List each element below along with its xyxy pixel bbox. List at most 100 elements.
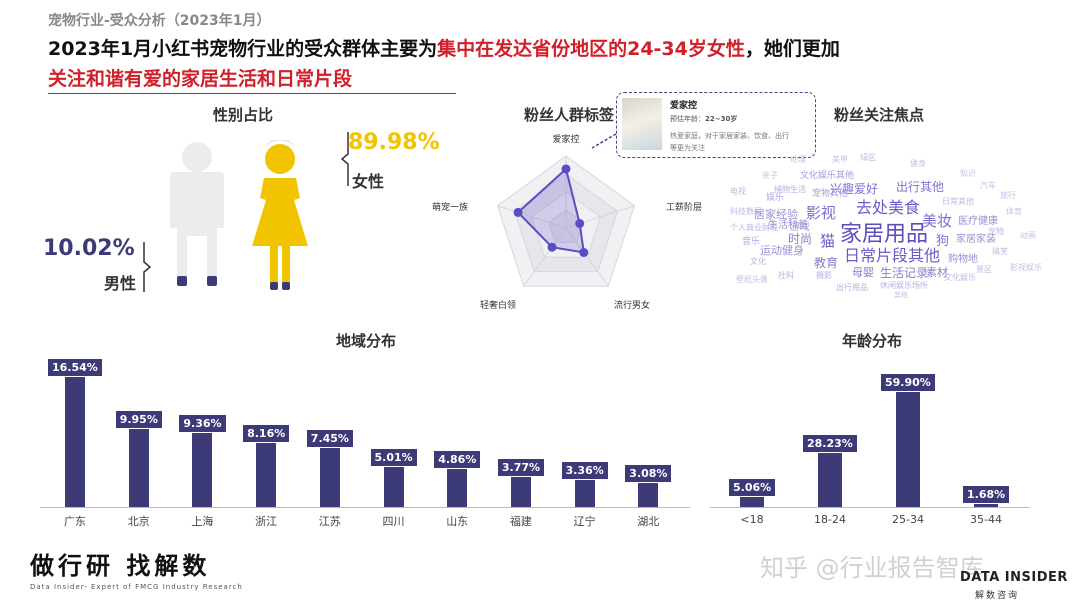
bar-value-label: 9.36% xyxy=(179,415,226,433)
radar-point xyxy=(579,247,589,257)
radar-category-label: 爱家控 xyxy=(552,133,579,145)
headline-part1: 2023年1月小红书宠物行业的受众群体主要为 xyxy=(48,38,438,60)
bar-value-label: 3.77% xyxy=(497,459,545,477)
focus-word: 家居家装 xyxy=(956,234,996,245)
headline: 2023年1月小红书宠物行业的受众群体主要为集中在发达省份地区的24-34岁女性… xyxy=(48,34,1048,94)
category-label: 18-24 xyxy=(814,513,846,526)
tooltip-age: 预估年龄：22~30岁 xyxy=(670,114,737,124)
brand-slogan: 做行研 找解数 xyxy=(30,552,211,580)
focus-word: 母婴 xyxy=(852,266,874,279)
tooltip-age-label: 预估年龄： xyxy=(670,115,705,123)
female-label: 女性 xyxy=(352,172,385,191)
focus-word: 美妆 xyxy=(922,212,953,230)
female-figure-icon xyxy=(252,140,308,290)
focus-title: 粉丝关注焦点 xyxy=(834,106,925,124)
focus-word: 文化 xyxy=(750,257,766,266)
bar xyxy=(740,497,764,507)
bar xyxy=(447,468,468,507)
category-label: 辽宁 xyxy=(573,515,596,528)
bar xyxy=(128,428,149,507)
focus-word: 文化娱乐 xyxy=(944,273,976,282)
focus-word: 娱乐 xyxy=(766,193,785,203)
bar-value-label: 5.01% xyxy=(370,449,417,467)
bar-value-label: 59.90% xyxy=(881,373,935,391)
radar-point xyxy=(575,219,585,229)
bar xyxy=(383,467,404,507)
focus-word: 运动健身 xyxy=(760,244,804,257)
male-percent: 10.02% xyxy=(43,236,135,261)
radar-category-label: 轻奢白领 xyxy=(480,299,516,311)
radar-category-label: 流行男女 xyxy=(614,299,650,311)
focus-word: 生活记录 xyxy=(880,266,929,280)
category-label: 上海 xyxy=(191,515,214,528)
bar-value-label: 3.36% xyxy=(561,462,608,480)
age-bar-chart: 5.06% <18 28.23% 18-24 59.90% 25-34 1.68% 35-44 xyxy=(710,350,1040,535)
focus-word: 社科 xyxy=(778,271,794,280)
focus-word: 居家经验 xyxy=(754,208,798,221)
header-divider xyxy=(48,93,456,94)
bar-value-label: 5.06% xyxy=(729,479,776,497)
category-label: 浙江 xyxy=(255,515,278,528)
radar-point xyxy=(513,207,523,217)
radar-series xyxy=(516,167,585,254)
focus-word: 捕物生活 xyxy=(774,185,806,194)
bar-value-label: 3.08% xyxy=(625,464,672,482)
focus-word: 猫 xyxy=(820,232,836,250)
radar-point xyxy=(561,164,571,174)
kicker-text: 宠物行业-受众分析（2023年1月） xyxy=(48,13,271,29)
focus-word: 亲子 xyxy=(762,171,778,180)
bar-value-label: 7.45% xyxy=(306,430,353,448)
male-label: 男性 xyxy=(104,274,137,293)
focus-word: 素材 xyxy=(926,266,948,279)
focus-word: 旅行 xyxy=(1000,191,1016,200)
headline-highlight-2: 关注和谐有爱的家居生活和日常片段 xyxy=(48,68,353,90)
bar xyxy=(510,477,531,507)
focus-word: 个人商业财经 xyxy=(730,223,778,232)
focus-word: 生活科普 xyxy=(768,220,808,231)
bar xyxy=(256,442,277,507)
focus-word: 健身 xyxy=(910,159,926,168)
category-label: 广东 xyxy=(64,515,86,528)
focus-word-cloud: 家居用品 去处美食 日常片段其他 影视 美妆 兴趣爱好 出行其他猫 狗 时尚 教育 母婴 生活记录 素材… xyxy=(730,150,1042,299)
bar-value-label: 28.23% xyxy=(803,434,857,452)
focus-word: 绿区 xyxy=(860,153,876,162)
focus-word: 壁纸头像 xyxy=(736,275,768,284)
headline-part3: ，她们更加 xyxy=(744,38,840,60)
category-label: 福建 xyxy=(509,515,532,528)
bar xyxy=(574,480,595,507)
focus-word: 出行用品 xyxy=(836,283,868,292)
watermark-text: 知乎 @行业报告智库 xyxy=(760,554,984,582)
focus-word: 购物地 xyxy=(948,254,978,265)
focus-word: 摄影 xyxy=(816,271,832,280)
bar-value-label: 1.68% xyxy=(963,485,1010,503)
region-title: 地域分布 xyxy=(336,332,397,350)
category-label: <18 xyxy=(740,513,764,526)
tooltip-desc-2: 等更为关注 xyxy=(670,144,705,152)
tooltip-desc: 热爱家庭，对于家居家装、饮食、出行 等更为关注 xyxy=(670,130,789,154)
tooltip-pointer xyxy=(591,133,617,149)
focus-word: 体育 xyxy=(1006,207,1022,216)
axis-baseline xyxy=(40,507,690,508)
focus-word: 游戏 xyxy=(790,222,810,233)
focus-word: 影视 xyxy=(806,204,837,222)
bar xyxy=(818,452,842,507)
focus-word: 美甲 xyxy=(832,155,848,164)
bar xyxy=(65,376,85,507)
data-insider-sublogo: 解数咨询 xyxy=(975,591,1020,601)
category-label: 山东 xyxy=(446,515,469,528)
category-label: 江苏 xyxy=(318,515,341,528)
focus-word: 宠物 xyxy=(988,227,1004,236)
tooltip-photo xyxy=(622,98,662,150)
bar xyxy=(319,448,340,507)
focus-word: 兴趣爱好 xyxy=(830,182,879,196)
focus-word: 音乐 xyxy=(742,237,761,247)
focus-word: 搞笑 xyxy=(992,247,1008,256)
axis-baseline xyxy=(710,507,1030,508)
focus-word: 景区 xyxy=(976,265,992,274)
bar xyxy=(896,391,920,507)
focus-word: 科技数码 xyxy=(730,207,762,216)
focus-word: 动画 xyxy=(1020,231,1036,240)
radar-category-label: 工薪阶层 xyxy=(666,201,702,213)
focus-word: 日常片段其他 xyxy=(844,246,941,265)
